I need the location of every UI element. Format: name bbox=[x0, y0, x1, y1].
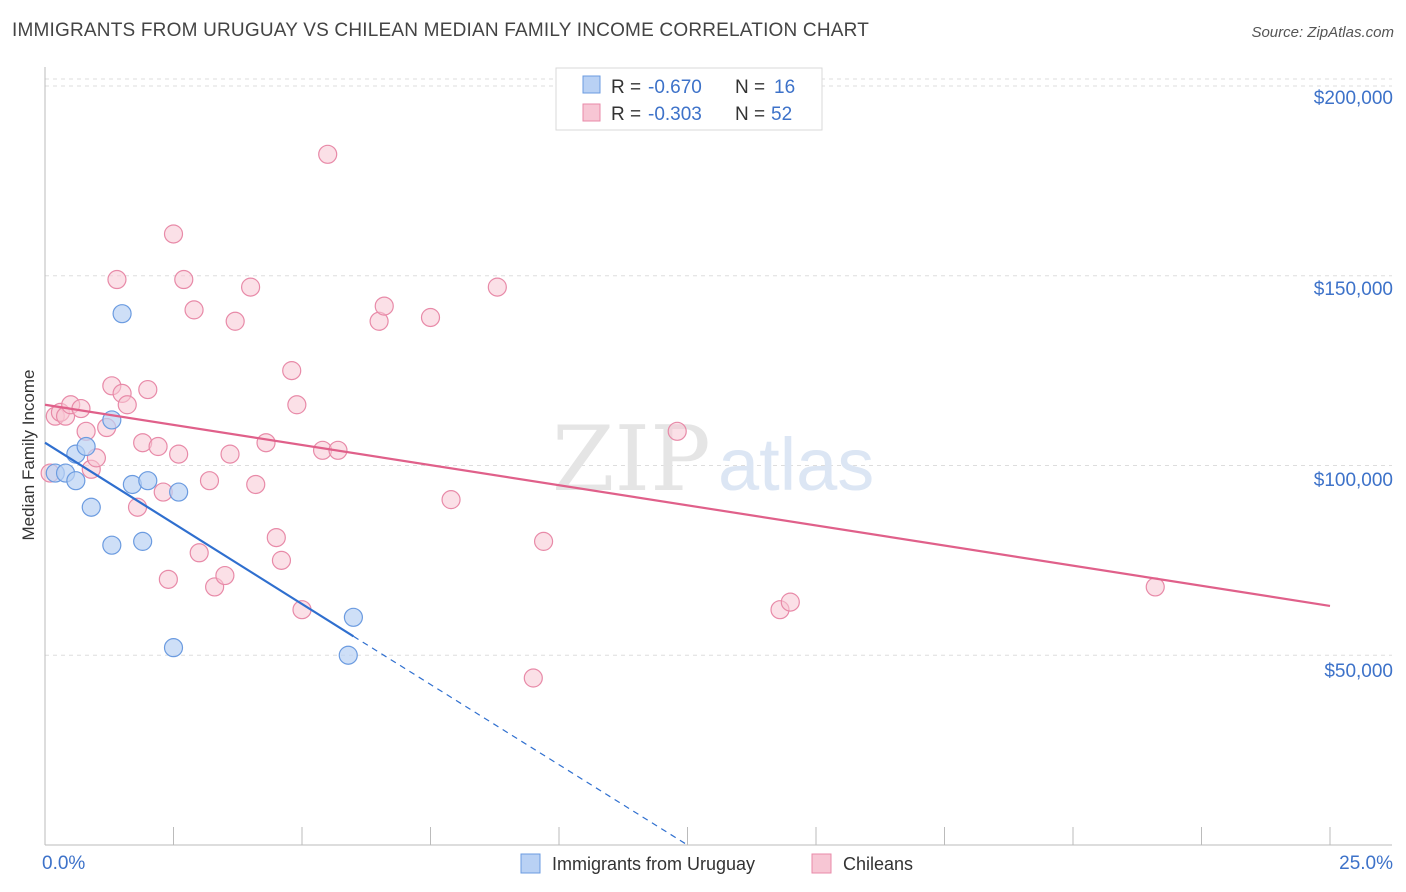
legend-n-value-chilean: 52 bbox=[771, 104, 792, 125]
uruguay-point bbox=[76, 436, 96, 457]
chilean-point bbox=[420, 307, 441, 328]
uruguay-point bbox=[66, 471, 86, 491]
chilean-point bbox=[241, 277, 261, 297]
y-tick-label-50000: $50,000 bbox=[1324, 661, 1393, 682]
uruguay-point bbox=[163, 638, 184, 658]
y-tick-label-150000: $150,000 bbox=[1314, 279, 1393, 300]
bottom-legend-label-chilean: Chileans bbox=[843, 854, 913, 874]
chilean-point bbox=[266, 527, 286, 548]
legend-r-value-uruguay: -0.670 bbox=[648, 77, 702, 98]
legend-swatch-uruguay bbox=[582, 75, 601, 94]
bottom-legend-label-uruguay: Immigrants from Uruguay bbox=[552, 854, 755, 874]
chilean-point bbox=[374, 296, 394, 316]
y-axis-title: Median Family Income bbox=[19, 369, 38, 540]
chilean-point bbox=[246, 474, 266, 495]
uruguay-point bbox=[169, 482, 189, 502]
x-tick-label-max: 25.0% bbox=[1339, 853, 1393, 874]
chilean-point bbox=[441, 490, 461, 510]
chilean-point bbox=[169, 444, 189, 464]
legend-r-label-chilean: R = bbox=[611, 104, 641, 125]
chilean-point bbox=[220, 444, 240, 464]
chilean-point bbox=[667, 421, 687, 441]
y-tick-label-200000: $200,000 bbox=[1314, 88, 1393, 109]
chilean-point bbox=[523, 668, 543, 688]
watermark-atlas: atlas bbox=[718, 423, 874, 506]
chilean-point bbox=[215, 565, 235, 586]
chilean-point bbox=[163, 224, 184, 244]
chilean-point bbox=[117, 395, 137, 415]
chilean-point bbox=[107, 269, 127, 290]
chilean-point bbox=[271, 550, 292, 570]
legend-n-value-uruguay: 16 bbox=[774, 77, 795, 98]
uruguay-point bbox=[138, 471, 158, 491]
chilean-point bbox=[189, 543, 209, 563]
bottom-legend-swatch-uruguay bbox=[520, 853, 541, 874]
chart-title: IMMIGRANTS FROM URUGUAY VS CHILEAN MEDIA… bbox=[12, 20, 870, 41]
uruguay-trend-extension bbox=[353, 635, 688, 846]
axes bbox=[44, 67, 1392, 846]
bottom-legend-swatch-chilean bbox=[811, 853, 832, 874]
chilean-point bbox=[282, 361, 302, 381]
legend-swatch-chilean bbox=[582, 103, 601, 122]
chilean-point bbox=[148, 436, 168, 457]
x-tick-label-min: 0.0% bbox=[42, 853, 85, 874]
uruguay-trend-line bbox=[44, 441, 354, 638]
chilean-point bbox=[138, 379, 158, 400]
chilean-point bbox=[287, 395, 307, 415]
trend-lines bbox=[44, 403, 1331, 846]
uruguay-point bbox=[102, 535, 122, 555]
source-credit: Source: ZipAtlas.com bbox=[1251, 24, 1394, 41]
bottom-legend: Immigrants from Uruguay Chileans bbox=[520, 853, 913, 874]
chilean-point bbox=[256, 433, 276, 453]
legend-n-label-chilean: N = bbox=[735, 104, 765, 125]
uruguay-point bbox=[343, 607, 363, 627]
uruguay-point bbox=[338, 645, 358, 665]
legend-r-value-chilean: -0.303 bbox=[648, 104, 702, 125]
chilean-point bbox=[199, 471, 220, 491]
watermark-zip: ZIP bbox=[552, 407, 711, 512]
uruguay-point bbox=[133, 531, 153, 551]
chilean-point bbox=[780, 592, 800, 612]
uruguay-point bbox=[81, 497, 101, 517]
uruguay-point bbox=[112, 304, 132, 324]
legend-n-label-uruguay: N = bbox=[735, 77, 765, 98]
top-legend: R = -0.670 N = 16 R = -0.303 N = 52 bbox=[555, 67, 823, 131]
chilean-trend-line bbox=[44, 403, 1331, 607]
chilean-point bbox=[174, 269, 194, 290]
y-tick-label-100000: $100,000 bbox=[1314, 470, 1393, 491]
chilean-point bbox=[318, 144, 338, 164]
chilean-point bbox=[225, 311, 245, 331]
chilean-point bbox=[184, 300, 204, 320]
chilean-point bbox=[158, 569, 178, 589]
chilean-point bbox=[487, 277, 507, 297]
watermark: ZIP atlas bbox=[552, 407, 874, 512]
legend-r-label-uruguay: R = bbox=[611, 77, 641, 98]
chilean-point bbox=[533, 531, 554, 551]
